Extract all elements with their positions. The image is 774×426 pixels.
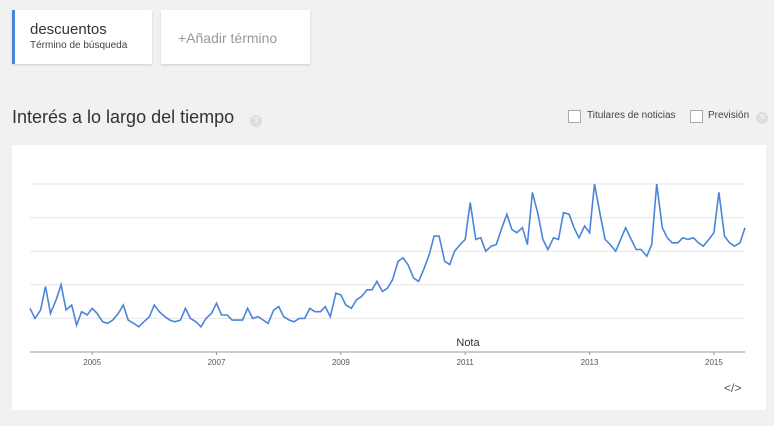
term: descuentos (30, 21, 107, 38)
x-tick-label: 2005 (83, 358, 101, 367)
term-card[interactable]: descuentos Término de búsqueda (12, 10, 152, 64)
x-tick-label: 2011 (457, 358, 475, 367)
trend-line (29, 183, 746, 329)
x-tick-label: 2015 (705, 358, 723, 367)
option-label: Titulares de noticias (587, 110, 676, 121)
checkbox[interactable] (568, 110, 581, 123)
option-label: Previsión (708, 110, 750, 121)
chart: 2005 2007 2009 2011 2013 2015 Nota (29, 183, 746, 367)
x-tick-label: 2009 (332, 358, 350, 367)
chart-panel: 2005 2007 2009 2011 2013 2015 Nota </> (12, 145, 766, 410)
add-term-card[interactable]: +Añadir término (161, 10, 310, 64)
term-label: Término de búsqueda (30, 40, 128, 51)
checkbox[interactable] (690, 110, 703, 123)
section-title: Interés a lo largo del tiempo (12, 107, 235, 127)
help-icon[interactable]: ? (250, 115, 262, 127)
x-tick-label: 2007 (208, 358, 226, 367)
add-term: +Añadir término (178, 30, 278, 46)
embed-button[interactable]: </> (724, 381, 742, 395)
help-icon[interactable]: ? (756, 112, 768, 124)
annotation: Nota (456, 337, 480, 349)
x-tick-label: 2013 (581, 358, 599, 367)
